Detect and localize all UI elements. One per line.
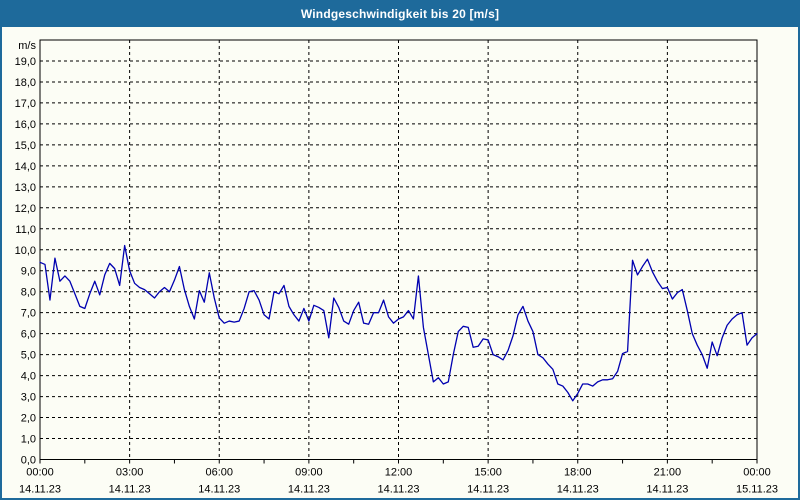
y-tick-label: 8,0	[21, 287, 36, 299]
x-tick-date-label: 15.11.23	[736, 484, 778, 496]
x-tick-date-label: 14.11.23	[19, 484, 61, 496]
wind-speed-line	[39, 244, 758, 402]
y-tick-label: 16,0	[15, 119, 36, 131]
y-tick-label: 7,0	[21, 308, 36, 320]
y-tick-label: 10,0	[15, 245, 36, 257]
x-tick-date-label: 14.11.23	[377, 484, 419, 496]
x-tick-time-label: 15:00	[474, 467, 502, 479]
y-tick-label: 6,0	[21, 329, 36, 341]
x-tick-time-label: 09:00	[295, 467, 323, 479]
x-tick-time-label: 00:00	[26, 467, 54, 479]
x-tick-date-label: 14.11.23	[109, 484, 151, 496]
x-tick-date-label: 14.11.23	[646, 484, 688, 496]
y-tick-label: 13,0	[15, 182, 36, 194]
y-tick-label: 0,0	[21, 455, 36, 467]
y-tick-label: 3,0	[21, 392, 36, 404]
x-tick-date-label: 14.11.23	[557, 484, 599, 496]
y-tick-label: 12,0	[15, 203, 36, 215]
x-tick-date-label: 14.11.23	[288, 484, 330, 496]
title-bar: Windgeschwindigkeit bis 20 [m/s]	[2, 0, 798, 27]
wind-speed-chart: m/s 0,0 1,0 2,0 3,0 4,0 5,0 6,0 7,0 8,0 9,0 10,0 11…	[15, 39, 778, 496]
y-tick-label: 19,0	[15, 56, 36, 68]
x-tick-time-label: 21:00	[654, 467, 682, 479]
x-tick-time-label: 12:00	[385, 467, 413, 479]
y-tick-label: 2,0	[21, 413, 36, 425]
chart-title: Windgeschwindigkeit bis 20 [m/s]	[300, 6, 500, 21]
y-tick-label: 18,0	[15, 77, 36, 89]
y-tick-label: 4,0	[21, 371, 36, 383]
y-tick-label: 15,0	[15, 140, 36, 152]
y-tick-label: 1,0	[21, 434, 36, 446]
x-tick-time-label: 18:00	[564, 467, 592, 479]
y-tick-label: 5,0	[21, 350, 36, 362]
y-tick-label: 14,0	[15, 161, 36, 173]
y-tick-label: 17,0	[15, 98, 36, 110]
x-tick-time-label: 06:00	[205, 467, 233, 479]
y-tick-label: 9,0	[21, 266, 36, 278]
x-tick-time-label: 00:00	[743, 467, 771, 479]
x-tick-date-label: 14.11.23	[198, 484, 240, 496]
y-tick-label: 11,0	[15, 224, 36, 236]
x-tick-time-label: 03:00	[116, 467, 144, 479]
y-axis-unit-label: m/s	[18, 40, 36, 52]
x-tick-date-label: 14.11.23	[467, 484, 509, 496]
